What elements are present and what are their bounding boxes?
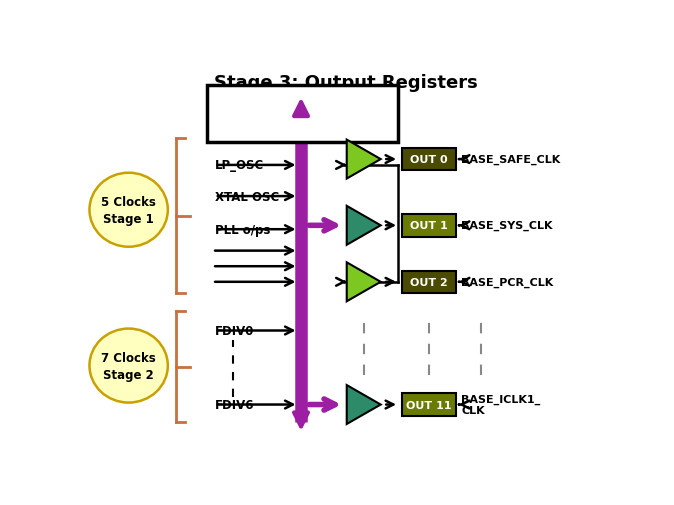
Ellipse shape xyxy=(90,173,168,247)
Text: BASE_ICLK1_
CLK: BASE_ICLK1_ CLK xyxy=(462,394,541,416)
Text: OUT 2: OUT 2 xyxy=(410,277,448,287)
Polygon shape xyxy=(346,263,381,301)
Polygon shape xyxy=(346,207,381,245)
Text: OUT 11: OUT 11 xyxy=(406,400,452,410)
Bar xyxy=(402,393,456,416)
Text: OUT 1: OUT 1 xyxy=(410,221,448,231)
Text: FDIV0: FDIV0 xyxy=(215,324,254,337)
Text: OUT 0: OUT 0 xyxy=(410,155,448,165)
Ellipse shape xyxy=(90,329,168,403)
Text: BASE_SYS_CLK: BASE_SYS_CLK xyxy=(462,221,553,231)
Bar xyxy=(402,215,456,237)
Bar xyxy=(402,148,456,171)
Text: PLL o/ps: PLL o/ps xyxy=(215,223,270,236)
Text: XTAL OSC: XTAL OSC xyxy=(215,190,279,203)
Polygon shape xyxy=(346,140,381,179)
Polygon shape xyxy=(346,385,381,424)
Text: LP_OSC: LP_OSC xyxy=(215,159,264,172)
Text: FDIV6: FDIV6 xyxy=(215,398,254,411)
Text: 5 Clocks
Stage 1: 5 Clocks Stage 1 xyxy=(101,195,156,225)
Text: Stage 3: Output Registers: Stage 3: Output Registers xyxy=(214,74,477,92)
Text: BASE_SAFE_CLK: BASE_SAFE_CLK xyxy=(462,155,561,165)
Bar xyxy=(402,271,456,293)
Bar xyxy=(207,86,398,142)
Text: 7 Clocks
Stage 2: 7 Clocks Stage 2 xyxy=(101,351,156,381)
Text: BASE_PCR_CLK: BASE_PCR_CLK xyxy=(462,277,553,287)
